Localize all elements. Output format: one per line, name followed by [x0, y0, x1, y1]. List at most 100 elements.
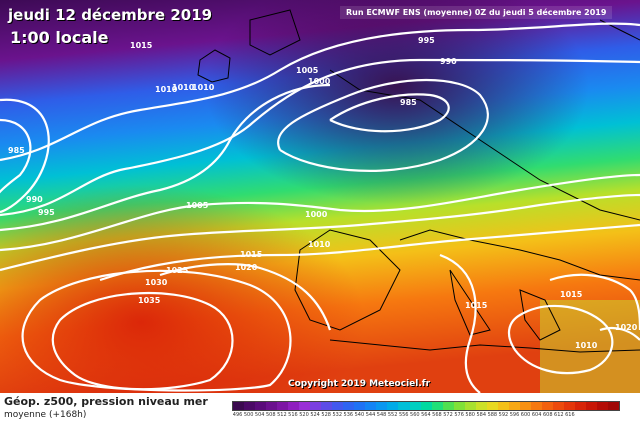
- color-scale-swatch: [376, 402, 388, 410]
- color-scale-swatch: [530, 402, 542, 410]
- color-scale-swatch: [431, 402, 443, 410]
- color-scale-tick: 512: [277, 412, 287, 418]
- isobar-label: 990: [26, 195, 43, 204]
- color-scale-tick: 564: [421, 412, 431, 418]
- color-scale-tick: 548: [376, 412, 387, 418]
- color-scale-swatch: [475, 402, 487, 410]
- isobar-label: 1035: [138, 296, 161, 305]
- color-scale-swatch: [409, 402, 421, 410]
- isobar-label: 1030: [145, 278, 168, 287]
- color-scale-swatch: [464, 402, 476, 410]
- color-scale-swatch: [321, 402, 333, 410]
- color-scale-tick: [587, 412, 598, 422]
- isobar-label: 1010: [308, 240, 331, 249]
- map-canvas: 1015 1010 1010 1010 1005 1000 995 990 98…: [0, 0, 640, 393]
- color-scale-swatch: [398, 402, 410, 410]
- color-scale-swatch: [541, 402, 553, 410]
- color-scale-swatch: [497, 402, 509, 410]
- color-scale-tick: 592: [498, 412, 509, 418]
- color-scale-tick: 524: [310, 412, 320, 418]
- color-scale-swatch: [608, 402, 620, 410]
- isobar-label: 1010: [192, 83, 215, 92]
- weather-map: 1015 1010 1010 1010 1005 1000 995 990 98…: [0, 0, 640, 393]
- color-scale-tick: 576: [454, 412, 464, 418]
- isobar-label: 1010: [172, 83, 195, 92]
- color-scale-tick: 608: [542, 412, 553, 418]
- color-scale-tick: 496: [232, 412, 243, 418]
- color-scale-tick: [575, 412, 586, 422]
- isobar-label: 1015: [240, 250, 263, 259]
- copyright-credit: Copyright 2019 Meteociel.fr: [288, 379, 431, 389]
- color-scale-tick: [598, 412, 609, 422]
- isobar-label: 1000: [308, 77, 331, 86]
- color-scale-swatch: [420, 402, 432, 410]
- color-scale-swatch: [266, 402, 278, 410]
- color-scale-swatch: [597, 402, 609, 410]
- isobar-labels: 1015 1010 1010 1010 1005 1000 995 990 98…: [8, 36, 638, 350]
- isobar-label: 1000: [305, 210, 328, 219]
- color-scale-swatch: [453, 402, 465, 410]
- east-field: [540, 300, 640, 393]
- color-scale-swatch: [365, 402, 377, 410]
- isobar-label: 1010: [155, 85, 178, 94]
- color-scale-tick: 612: [554, 412, 564, 418]
- color-scale-tick: 500: [243, 412, 254, 418]
- color-scale-swatch: [442, 402, 454, 410]
- color-scale-tick: 540: [354, 412, 365, 418]
- isobar-label: 1010: [575, 341, 598, 350]
- color-scale-swatch: [277, 402, 289, 410]
- color-scale-tick: 544: [365, 412, 376, 418]
- color-scale-swatch: [563, 402, 575, 410]
- color-scale-tick: 508: [266, 412, 276, 418]
- color-scale-swatch: [354, 402, 366, 410]
- color-scale-swatch: [244, 402, 256, 410]
- isobar-label: 995: [38, 208, 55, 217]
- isobar-label: 1015: [130, 41, 153, 50]
- color-scale-swatch: [508, 402, 520, 410]
- color-scale-tick: 604: [531, 412, 542, 418]
- color-scale-swatch: [332, 402, 344, 410]
- cold-anomaly: [0, 0, 640, 393]
- isobar-label: 1020: [615, 323, 638, 332]
- forecast-date: jeudi 12 décembre 2019: [8, 6, 213, 24]
- color-scale-swatch: [552, 402, 564, 410]
- color-scale-swatch: [255, 402, 267, 410]
- color-scale-bar: [232, 401, 620, 411]
- color-scale-swatch: [586, 402, 598, 410]
- color-scale-tick: 584: [476, 412, 487, 418]
- color-scale-tick: 596: [509, 412, 520, 418]
- color-scale-tick: 616: [565, 412, 575, 418]
- color-scale-tick: 516: [288, 412, 298, 418]
- color-scale-tick: 552: [387, 412, 398, 418]
- color-scale-tick: 572: [443, 412, 453, 418]
- color-scale-ticks: 496 500 504 508 512 516 520 524 528 532 536 540 544 5…: [232, 412, 620, 422]
- color-scale-tick: 536: [343, 412, 354, 418]
- isobar-label: 1025: [166, 266, 189, 275]
- isobar-label: 995: [418, 36, 435, 45]
- color-scale-swatch: [310, 402, 322, 410]
- legend-title: Géop. z500, pression niveau mer: [4, 395, 208, 408]
- color-scale-tick: 556: [398, 412, 409, 418]
- legend-footer: Géop. z500, pression niveau mer moyenne …: [0, 393, 640, 427]
- color-scale-swatch: [486, 402, 498, 410]
- run-info: Run ECMWF ENS (moyenne) 0Z du jeudi 5 dé…: [340, 6, 613, 19]
- forecast-time: 1:00 locale: [10, 28, 109, 47]
- color-scale-swatch: [574, 402, 586, 410]
- color-scale-tick: 568: [432, 412, 442, 418]
- isobar-label: 1015: [560, 290, 583, 299]
- color-scale-swatch: [387, 402, 399, 410]
- color-scale-swatch: [343, 402, 355, 410]
- isobar-label: 1020: [235, 263, 258, 272]
- color-scale-tick: [609, 412, 620, 422]
- legend-subtitle: moyenne (+168h): [4, 410, 87, 420]
- isobar-label: 985: [8, 146, 25, 155]
- color-scale-tick: 532: [332, 412, 343, 418]
- color-scale-tick: 560: [410, 412, 420, 418]
- isobars: [0, 22, 640, 393]
- color-scale-swatch: [288, 402, 300, 410]
- isobar-label: 990: [440, 57, 457, 66]
- color-scale-tick: 504: [254, 412, 265, 418]
- isobar-label: 1015: [465, 301, 488, 310]
- color-scale-swatch: [299, 402, 311, 410]
